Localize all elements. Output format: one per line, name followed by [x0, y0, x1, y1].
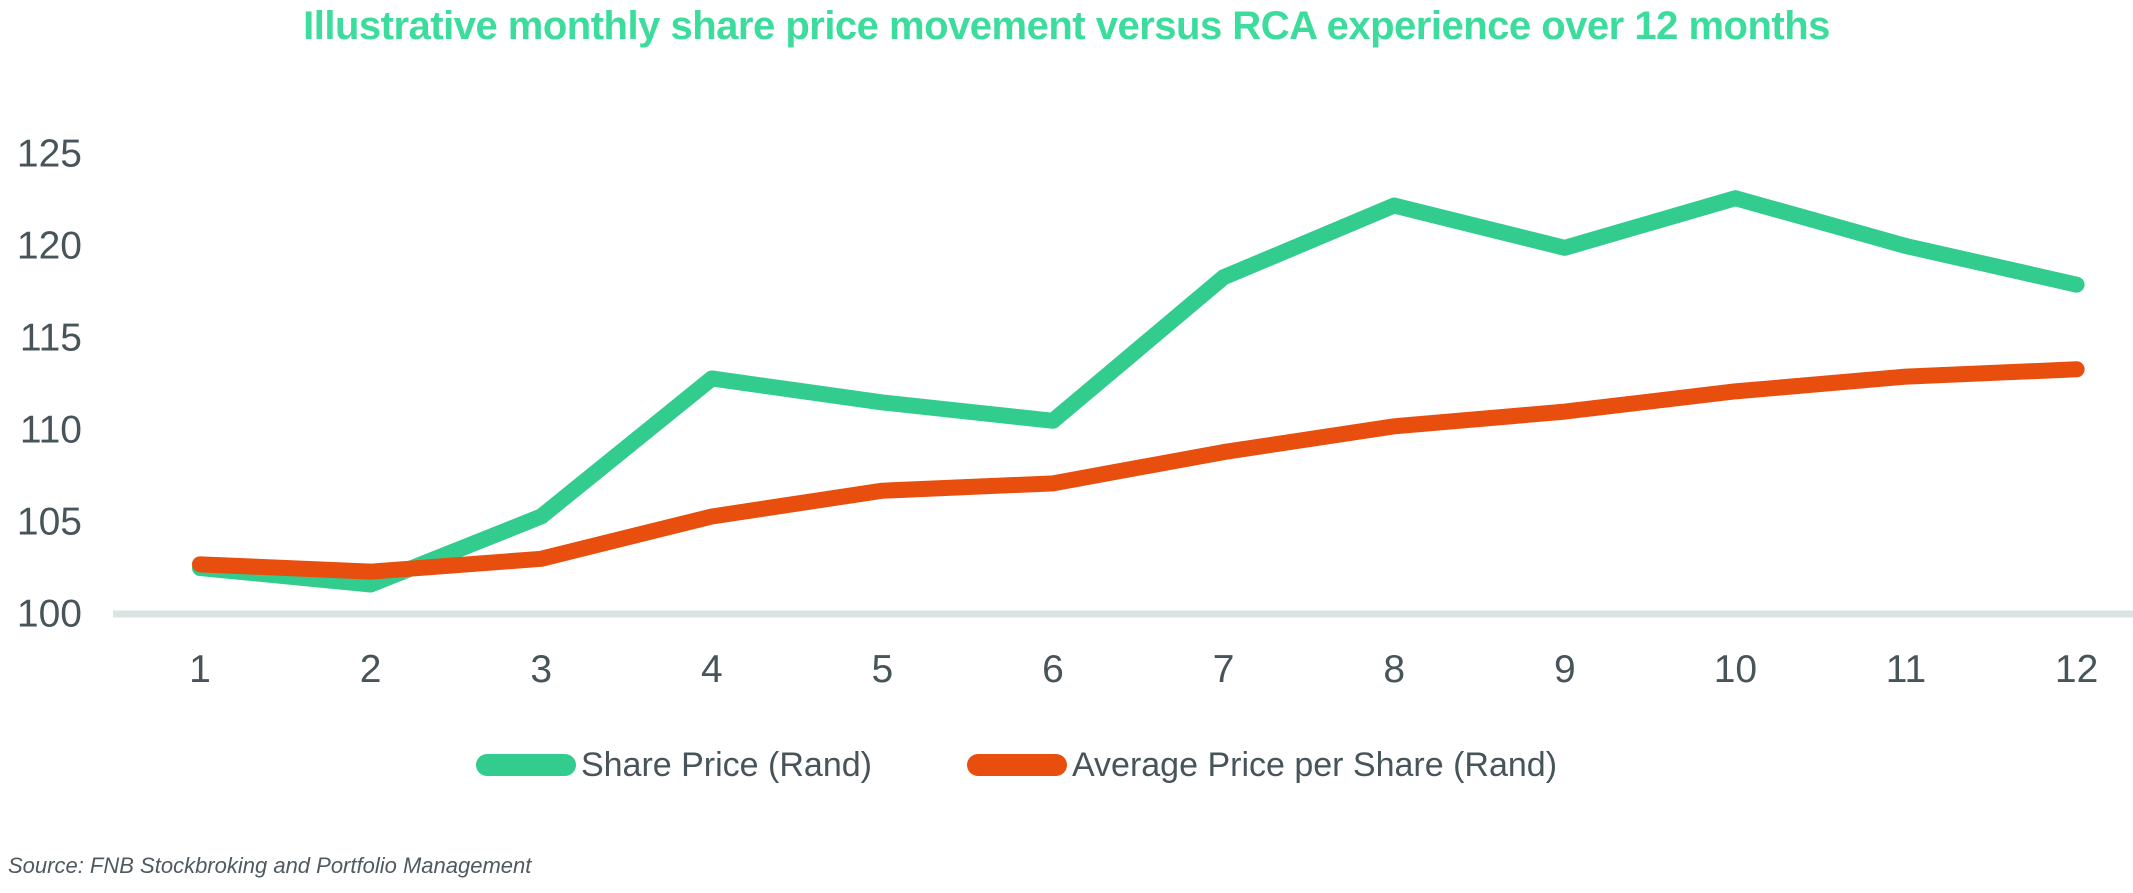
legend-item-share-price: Share Price (Rand): [475, 746, 872, 784]
x-tick-label: 12: [2054, 648, 2099, 691]
x-tick-label: 11: [1885, 648, 1927, 691]
legend-swatch-share-price-icon: [475, 754, 576, 776]
y-tick-label: 105: [16, 500, 82, 544]
x-tick-label: 7: [1212, 648, 1235, 691]
x-tick-label: 3: [530, 648, 553, 691]
legend-swatch-average-price-icon: [966, 754, 1067, 776]
x-tick-label: 1: [189, 648, 211, 691]
series-line-share-price: [192, 190, 2085, 593]
y-tick-label: 120: [16, 224, 82, 268]
chart-title: Illustrative monthly share price movemen…: [303, 4, 1830, 48]
y-tick-label: 115: [19, 316, 82, 360]
x-tick-label: 10: [1713, 648, 1758, 691]
y-tick-label: 110: [19, 408, 82, 452]
y-tick-label: 100: [16, 592, 82, 636]
legend-label-share-price: Share Price (Rand): [580, 746, 872, 784]
x-tick-label: 9: [1553, 648, 1576, 691]
legend-label-average-price: Average Price per Share (Rand): [1071, 746, 1558, 784]
legend: Share Price (Rand) Average Price per Sha…: [0, 748, 2083, 782]
x-tick-label: 6: [1042, 648, 1064, 691]
legend-item-average-price: Average Price per Share (Rand): [966, 746, 1558, 784]
x-tick-label: 8: [1383, 648, 1406, 691]
y-tick-label: 125: [16, 132, 82, 176]
x-tick-label: 2: [359, 648, 382, 691]
x-axis-baseline: [113, 610, 2133, 618]
series-line-average-price: [192, 361, 2085, 580]
x-tick-label: 4: [700, 648, 723, 691]
x-tick-label: 5: [871, 648, 894, 691]
source-note: Source: FNB Stockbroking and Portfolio M…: [8, 853, 532, 878]
